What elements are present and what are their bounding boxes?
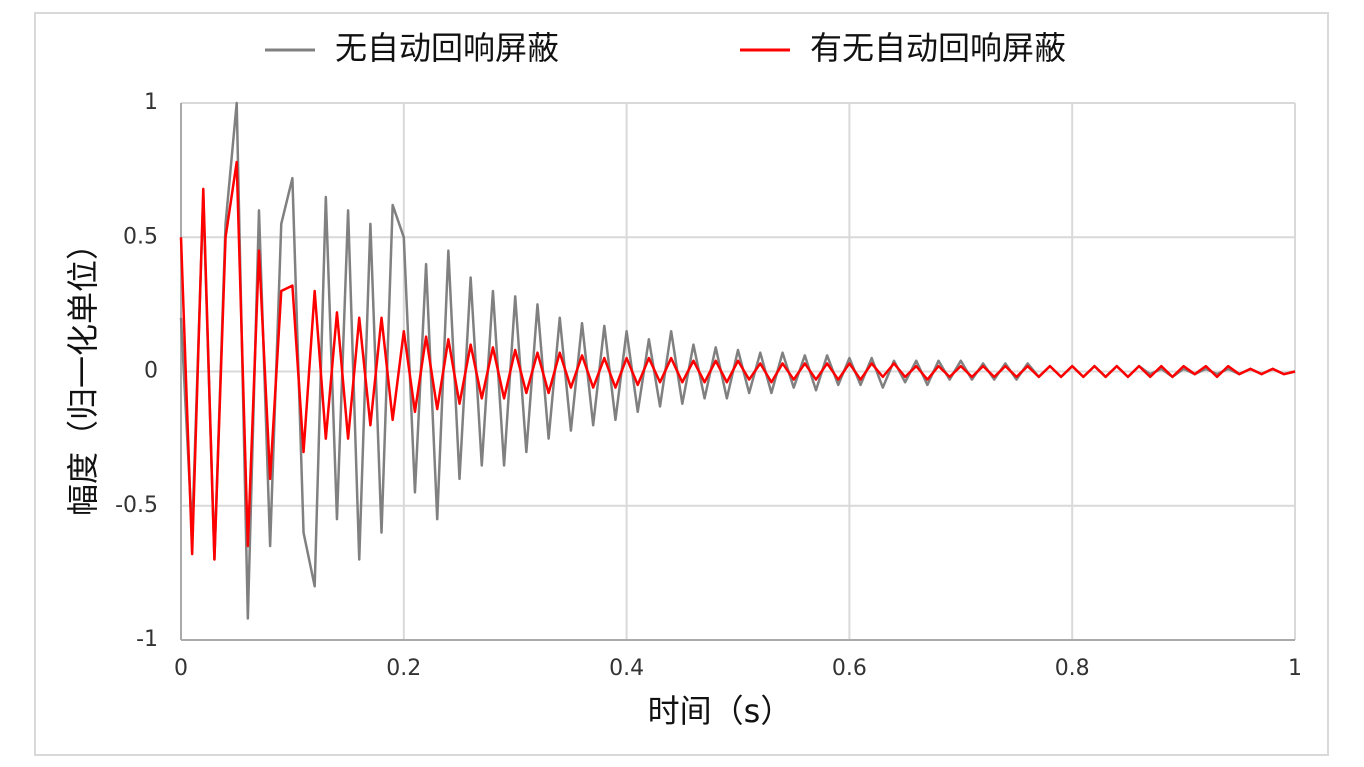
x-tick-label: 0.6	[832, 656, 867, 681]
y-tick-label: 0.5	[123, 224, 158, 249]
y-tick-label: -1	[136, 627, 158, 652]
x-tick-label: 1	[1288, 656, 1302, 681]
y-tick-label: 1	[144, 90, 158, 115]
y-tick-label: -0.5	[115, 493, 158, 518]
y-axis-title: 幅度（归一化单位）	[64, 228, 102, 516]
legend-label: 无自动回响屏蔽	[335, 29, 559, 67]
legend-label: 有无自动回响屏蔽	[810, 29, 1066, 67]
y-tick-label: 0	[144, 359, 158, 384]
series-line	[179, 160, 1296, 561]
chart-border	[34, 12, 1329, 756]
x-tick-label: 0.2	[386, 656, 421, 681]
x-tick-label: 0	[174, 656, 188, 681]
x-tick-label: 0.4	[609, 656, 644, 681]
x-axis-title: 时间（s）	[648, 692, 793, 730]
x-tick-label: 0.8	[1055, 656, 1090, 681]
